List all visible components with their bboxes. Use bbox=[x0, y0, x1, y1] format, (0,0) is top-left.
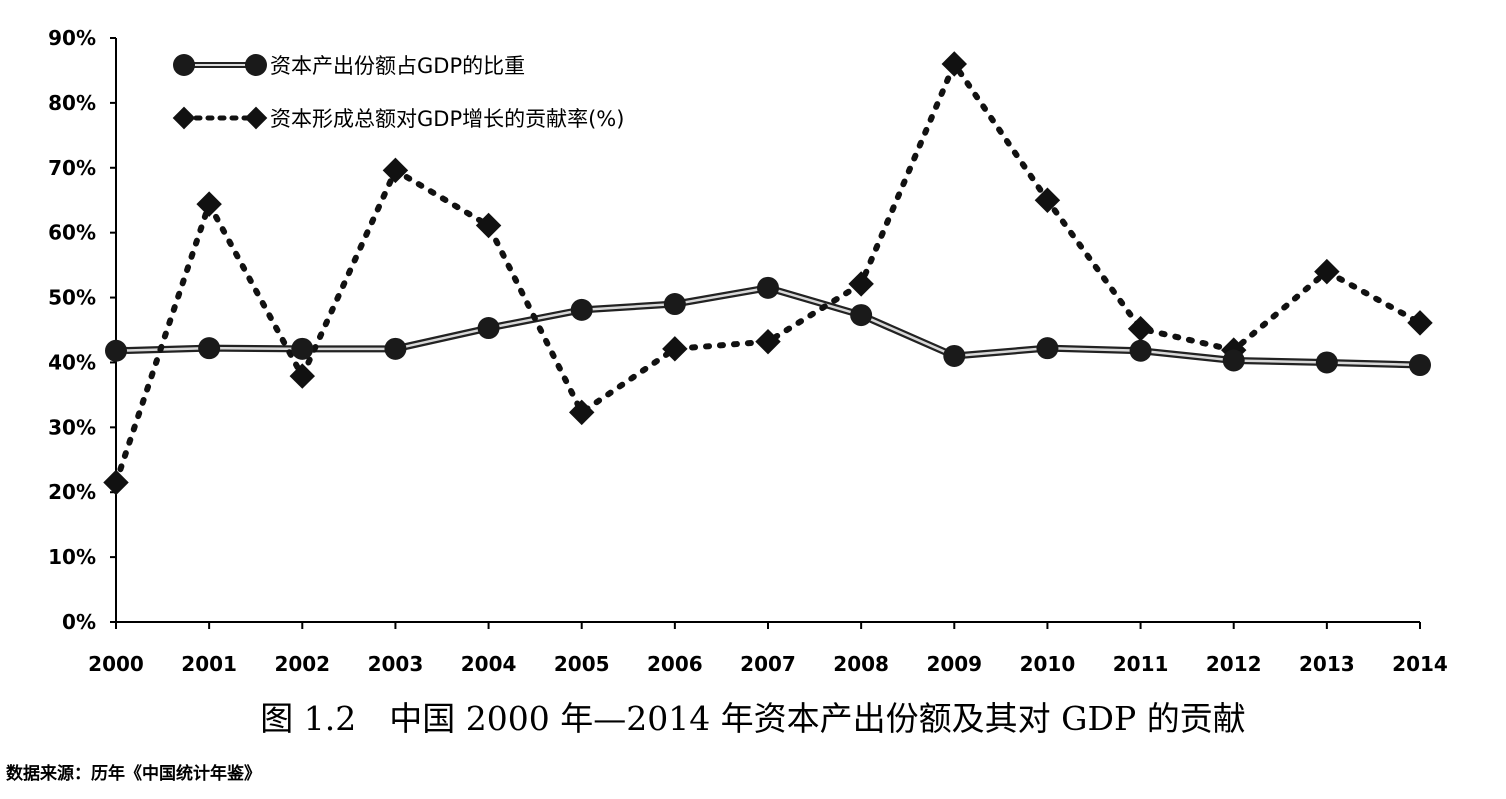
y-tick-label: 40% bbox=[48, 350, 96, 374]
x-tick-label: 2007 bbox=[740, 652, 796, 676]
data-source-note: 数据来源：历年《中国统计年鉴》 bbox=[6, 764, 261, 784]
y-tick-label: 0% bbox=[62, 610, 96, 634]
y-tick-label: 30% bbox=[48, 415, 96, 439]
y-tick-label: 70% bbox=[48, 156, 96, 180]
capital-formation-point bbox=[1127, 315, 1154, 342]
x-tick-label: 2010 bbox=[1020, 652, 1076, 676]
series-capital-formation-line bbox=[113, 60, 1423, 486]
capital-share-point bbox=[757, 276, 779, 299]
x-tick-label: 2004 bbox=[461, 652, 517, 676]
x-tick-label: 2014 bbox=[1392, 652, 1448, 676]
legend-marker-diamond bbox=[172, 106, 196, 130]
legend: 资本产出份额占GDP的比重 资本形成总额对GDP增长的贡献率(%) bbox=[172, 54, 624, 131]
x-tick-label: 2009 bbox=[926, 652, 982, 676]
legend-item-capital-formation: 资本形成总额对GDP增长的贡献率(%) bbox=[172, 106, 624, 131]
capital-formation-point bbox=[662, 336, 688, 362]
legend-marker-circle bbox=[173, 54, 195, 76]
capital-share-point bbox=[1315, 351, 1338, 374]
legend-label-capital-formation: 资本形成总额对GDP增长的贡献率(%) bbox=[270, 107, 624, 131]
figure-caption: 图 1.2 中国 2000 年—2014 年资本产出份额及其对 GDP 的贡献 bbox=[260, 699, 1246, 738]
capital-formation-point bbox=[103, 469, 129, 496]
capital-formation-point bbox=[568, 399, 595, 426]
capital-formation-point bbox=[196, 191, 222, 217]
capital-share-point bbox=[105, 339, 127, 362]
capital-share-point bbox=[1222, 349, 1245, 372]
x-tick-label: 2012 bbox=[1206, 652, 1262, 676]
x-tick-label: 2005 bbox=[554, 652, 610, 676]
y-tick-label: 90% bbox=[48, 26, 96, 50]
y-tick-label: 50% bbox=[48, 286, 96, 310]
capital-formation-point bbox=[1407, 310, 1433, 336]
y-tick-label: 10% bbox=[48, 545, 96, 569]
axes: 0% 10% 20% 30% 40% 50% 60% 70% 80% 90% 2000 2001 200… bbox=[48, 26, 1448, 676]
x-tick-label: 2001 bbox=[181, 652, 237, 676]
legend-marker-diamond bbox=[244, 106, 268, 130]
capital-formation-point bbox=[289, 363, 316, 389]
capital-share-point bbox=[850, 304, 873, 327]
line-chart: 0% 10% 20% 30% 40% 50% 60% 70% 80% 90% 2000 2001 200… bbox=[48, 26, 1448, 676]
x-tick-label: 2013 bbox=[1299, 652, 1355, 676]
capital-share-point bbox=[943, 344, 966, 367]
y-tick-label: 80% bbox=[48, 91, 96, 115]
capital-formation-point bbox=[941, 51, 968, 77]
x-tick-label: 2003 bbox=[368, 652, 424, 676]
capital-share-point bbox=[1036, 337, 1059, 360]
legend-label-capital-share: 资本产出份额占GDP的比重 bbox=[270, 54, 525, 78]
legend-item-capital-share: 资本产出份额占GDP的比重 bbox=[173, 54, 525, 78]
capital-share-point bbox=[570, 298, 593, 321]
capital-share-point bbox=[384, 337, 407, 360]
capital-formation-point bbox=[848, 271, 874, 297]
x-tick-label: 2006 bbox=[647, 652, 703, 676]
x-tick-label: 2000 bbox=[88, 652, 144, 676]
series-layer bbox=[103, 51, 1433, 496]
legend-marker-circle bbox=[245, 54, 267, 76]
capital-share-point bbox=[477, 317, 500, 340]
capital-share-point bbox=[198, 337, 221, 360]
capital-share-point bbox=[1409, 354, 1431, 377]
capital-share-point bbox=[1129, 339, 1152, 362]
capital-share-point bbox=[663, 293, 686, 316]
x-tick-label: 2002 bbox=[274, 652, 330, 676]
x-tick-label: 2011 bbox=[1113, 652, 1169, 676]
y-tick-label: 60% bbox=[48, 221, 96, 245]
capital-formation-point bbox=[382, 157, 409, 184]
capital-formation-point bbox=[755, 328, 781, 355]
capital-share-point bbox=[291, 337, 314, 360]
capital-formation-point bbox=[475, 212, 502, 239]
y-tick-label: 20% bbox=[48, 480, 96, 504]
x-tick-label: 2008 bbox=[833, 652, 889, 676]
